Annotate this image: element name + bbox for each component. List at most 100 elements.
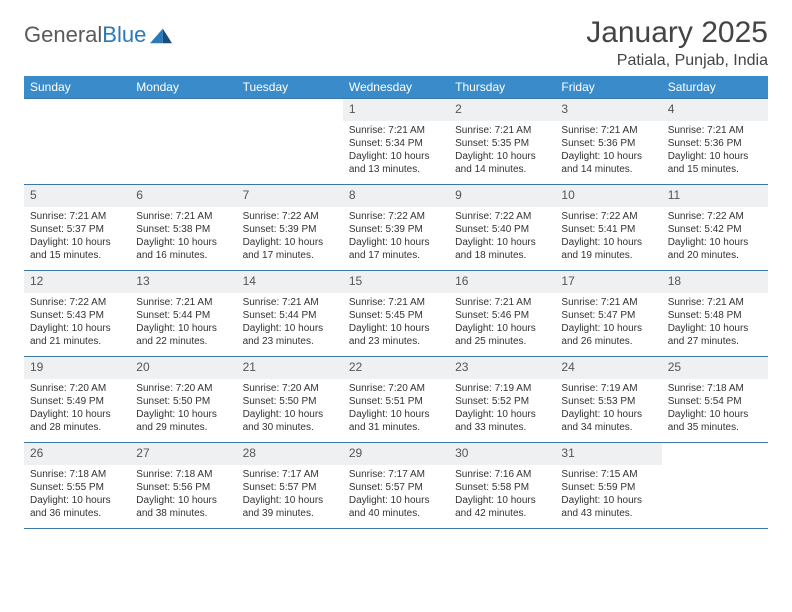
day-number: 5 (24, 185, 130, 207)
day-line: Sunrise: 7:22 AM (668, 210, 762, 223)
day-line: Sunset: 5:58 PM (455, 481, 549, 494)
day-body: Sunrise: 7:21 AMSunset: 5:47 PMDaylight:… (555, 293, 661, 351)
day-body: Sunrise: 7:18 AMSunset: 5:56 PMDaylight:… (130, 465, 236, 523)
day-header: Friday (555, 76, 661, 99)
day-header: Sunday (24, 76, 130, 99)
day-number: 22 (343, 357, 449, 379)
day-number: 20 (130, 357, 236, 379)
day-number: 28 (237, 443, 343, 465)
day-number: 13 (130, 271, 236, 293)
day-header-row: SundayMondayTuesdayWednesdayThursdayFrid… (24, 76, 768, 99)
day-line: Sunset: 5:59 PM (561, 481, 655, 494)
day-line: Sunset: 5:57 PM (243, 481, 337, 494)
day-line: Sunset: 5:55 PM (30, 481, 124, 494)
day-line: Sunset: 5:51 PM (349, 395, 443, 408)
day-number: 8 (343, 185, 449, 207)
day-line: Sunrise: 7:21 AM (243, 296, 337, 309)
day-number: 7 (237, 185, 343, 207)
day-body: Sunrise: 7:21 AMSunset: 5:36 PMDaylight:… (662, 121, 768, 179)
calendar-day: 10Sunrise: 7:22 AMSunset: 5:41 PMDayligh… (555, 185, 661, 271)
day-line: Sunset: 5:39 PM (349, 223, 443, 236)
day-body: Sunrise: 7:22 AMSunset: 5:42 PMDaylight:… (662, 207, 768, 265)
day-body: Sunrise: 7:18 AMSunset: 5:54 PMDaylight:… (662, 379, 768, 437)
calendar-week: 12Sunrise: 7:22 AMSunset: 5:43 PMDayligh… (24, 271, 768, 357)
calendar-day: 4Sunrise: 7:21 AMSunset: 5:36 PMDaylight… (662, 99, 768, 185)
calendar: SundayMondayTuesdayWednesdayThursdayFrid… (24, 76, 768, 529)
day-line: Daylight: 10 hours and 17 minutes. (243, 236, 337, 262)
day-line: Daylight: 10 hours and 27 minutes. (668, 322, 762, 348)
day-line: Sunrise: 7:18 AM (136, 468, 230, 481)
day-line: Daylight: 10 hours and 21 minutes. (30, 322, 124, 348)
day-line: Daylight: 10 hours and 30 minutes. (243, 408, 337, 434)
page-title: January 2025 (586, 16, 768, 50)
calendar-day: 31Sunrise: 7:15 AMSunset: 5:59 PMDayligh… (555, 443, 661, 529)
day-body: Sunrise: 7:20 AMSunset: 5:50 PMDaylight:… (237, 379, 343, 437)
day-line: Sunset: 5:41 PM (561, 223, 655, 236)
calendar-day: 26Sunrise: 7:18 AMSunset: 5:55 PMDayligh… (24, 443, 130, 529)
day-body: Sunrise: 7:17 AMSunset: 5:57 PMDaylight:… (237, 465, 343, 523)
calendar-day: 30Sunrise: 7:16 AMSunset: 5:58 PMDayligh… (449, 443, 555, 529)
day-line: Sunrise: 7:16 AM (455, 468, 549, 481)
day-line: Sunset: 5:40 PM (455, 223, 549, 236)
day-line: Sunrise: 7:15 AM (561, 468, 655, 481)
calendar-day: . (130, 99, 236, 185)
day-body: Sunrise: 7:21 AMSunset: 5:46 PMDaylight:… (449, 293, 555, 351)
calendar-day: 1Sunrise: 7:21 AMSunset: 5:34 PMDaylight… (343, 99, 449, 185)
logo-mark-icon (150, 26, 172, 44)
calendar-day: 18Sunrise: 7:21 AMSunset: 5:48 PMDayligh… (662, 271, 768, 357)
day-number: 21 (237, 357, 343, 379)
day-line: Sunrise: 7:18 AM (668, 382, 762, 395)
day-line: Sunrise: 7:21 AM (455, 296, 549, 309)
day-number: 3 (555, 99, 661, 121)
day-body: Sunrise: 7:20 AMSunset: 5:51 PMDaylight:… (343, 379, 449, 437)
logo-text-gray: General (24, 22, 102, 47)
day-line: Sunset: 5:56 PM (136, 481, 230, 494)
day-line: Daylight: 10 hours and 26 minutes. (561, 322, 655, 348)
calendar-week: 5Sunrise: 7:21 AMSunset: 5:37 PMDaylight… (24, 185, 768, 271)
calendar-day: 17Sunrise: 7:21 AMSunset: 5:47 PMDayligh… (555, 271, 661, 357)
day-header: Wednesday (343, 76, 449, 99)
day-line: Sunset: 5:54 PM (668, 395, 762, 408)
calendar-day: 7Sunrise: 7:22 AMSunset: 5:39 PMDaylight… (237, 185, 343, 271)
calendar-day: 3Sunrise: 7:21 AMSunset: 5:36 PMDaylight… (555, 99, 661, 185)
day-line: Daylight: 10 hours and 29 minutes. (136, 408, 230, 434)
calendar-day: 14Sunrise: 7:21 AMSunset: 5:44 PMDayligh… (237, 271, 343, 357)
day-number: 16 (449, 271, 555, 293)
day-line: Daylight: 10 hours and 17 minutes. (349, 236, 443, 262)
day-body: Sunrise: 7:19 AMSunset: 5:52 PMDaylight:… (449, 379, 555, 437)
calendar-day: 15Sunrise: 7:21 AMSunset: 5:45 PMDayligh… (343, 271, 449, 357)
day-line: Daylight: 10 hours and 22 minutes. (136, 322, 230, 348)
day-body: Sunrise: 7:22 AMSunset: 5:39 PMDaylight:… (237, 207, 343, 265)
day-body: Sunrise: 7:22 AMSunset: 5:39 PMDaylight:… (343, 207, 449, 265)
calendar-week: ...1Sunrise: 7:21 AMSunset: 5:34 PMDayli… (24, 99, 768, 185)
day-line: Sunrise: 7:20 AM (136, 382, 230, 395)
calendar-day: 28Sunrise: 7:17 AMSunset: 5:57 PMDayligh… (237, 443, 343, 529)
day-line: Daylight: 10 hours and 23 minutes. (349, 322, 443, 348)
day-number: 15 (343, 271, 449, 293)
calendar-day: . (24, 99, 130, 185)
day-number: 4 (662, 99, 768, 121)
day-line: Daylight: 10 hours and 43 minutes. (561, 494, 655, 520)
day-line: Daylight: 10 hours and 36 minutes. (30, 494, 124, 520)
day-body: Sunrise: 7:15 AMSunset: 5:59 PMDaylight:… (555, 465, 661, 523)
day-line: Daylight: 10 hours and 20 minutes. (668, 236, 762, 262)
day-number: 19 (24, 357, 130, 379)
day-line: Sunset: 5:37 PM (30, 223, 124, 236)
day-number: 1 (343, 99, 449, 121)
day-line: Sunrise: 7:21 AM (349, 124, 443, 137)
day-line: Daylight: 10 hours and 33 minutes. (455, 408, 549, 434)
day-body: Sunrise: 7:20 AMSunset: 5:50 PMDaylight:… (130, 379, 236, 437)
day-line: Sunrise: 7:21 AM (349, 296, 443, 309)
calendar-day: 29Sunrise: 7:17 AMSunset: 5:57 PMDayligh… (343, 443, 449, 529)
day-body: Sunrise: 7:19 AMSunset: 5:53 PMDaylight:… (555, 379, 661, 437)
day-number: 26 (24, 443, 130, 465)
day-line: Daylight: 10 hours and 40 minutes. (349, 494, 443, 520)
day-line: Sunset: 5:50 PM (243, 395, 337, 408)
day-line: Sunset: 5:43 PM (30, 309, 124, 322)
day-line: Sunrise: 7:17 AM (349, 468, 443, 481)
calendar-day: . (662, 443, 768, 529)
day-line: Daylight: 10 hours and 18 minutes. (455, 236, 549, 262)
calendar-day: 12Sunrise: 7:22 AMSunset: 5:43 PMDayligh… (24, 271, 130, 357)
day-line: Daylight: 10 hours and 31 minutes. (349, 408, 443, 434)
day-line: Sunrise: 7:19 AM (561, 382, 655, 395)
